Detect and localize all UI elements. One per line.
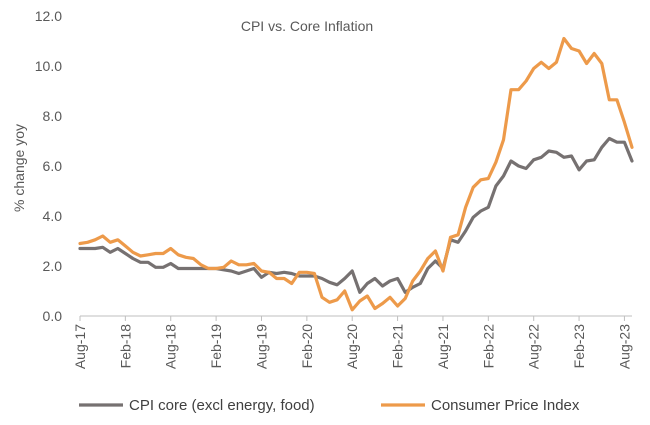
x-tick-label: Feb-19 [208, 324, 224, 369]
y-tick-label: 6.0 [43, 158, 63, 174]
y-tick-label: 8.0 [43, 108, 63, 124]
x-tick-label: Aug-17 [72, 324, 88, 369]
y-tick-label: 4.0 [43, 208, 63, 224]
legend-label: CPI core (excl energy, food) [129, 397, 315, 414]
x-tick-label: Aug-22 [526, 324, 542, 369]
y-tick-label: 10.0 [35, 58, 62, 74]
x-axis-ticks: Aug-17 Feb-18 Aug-18 Feb-19 Aug-19 Feb-20 Aug-… [72, 316, 632, 369]
x-tick-label: Feb-18 [117, 324, 133, 369]
series-line-cpi [78, 36, 634, 312]
x-tick-label: Aug-18 [163, 324, 179, 369]
legend-label: Consumer Price Index [431, 397, 580, 414]
x-tick-label: Feb-21 [390, 324, 406, 369]
x-tick-label: Feb-22 [480, 324, 496, 369]
x-tick-label: Aug-19 [253, 324, 269, 369]
series-lines [78, 36, 634, 312]
chart-title: CPI vs. Core Inflation [241, 18, 373, 34]
series-line-core-cpi [78, 136, 634, 294]
x-tick-label: Feb-23 [571, 324, 587, 369]
y-tick-label: 0.0 [43, 308, 63, 324]
y-axis-title: % change yoy [11, 124, 27, 212]
x-tick-label: Aug-20 [344, 324, 360, 369]
y-tick-label: 12.0 [35, 8, 62, 24]
x-tick-label: Feb-20 [299, 324, 315, 369]
x-tick-label: Aug-23 [616, 324, 632, 369]
y-tick-label: 2.0 [43, 258, 63, 274]
y-axis-ticks: 0.0 2.0 4.0 6.0 8.0 10.0 12.0 [35, 8, 62, 324]
legend: CPI core (excl energy, food) Consumer Pri… [79, 397, 580, 414]
x-tick-label: Aug-21 [435, 324, 451, 369]
